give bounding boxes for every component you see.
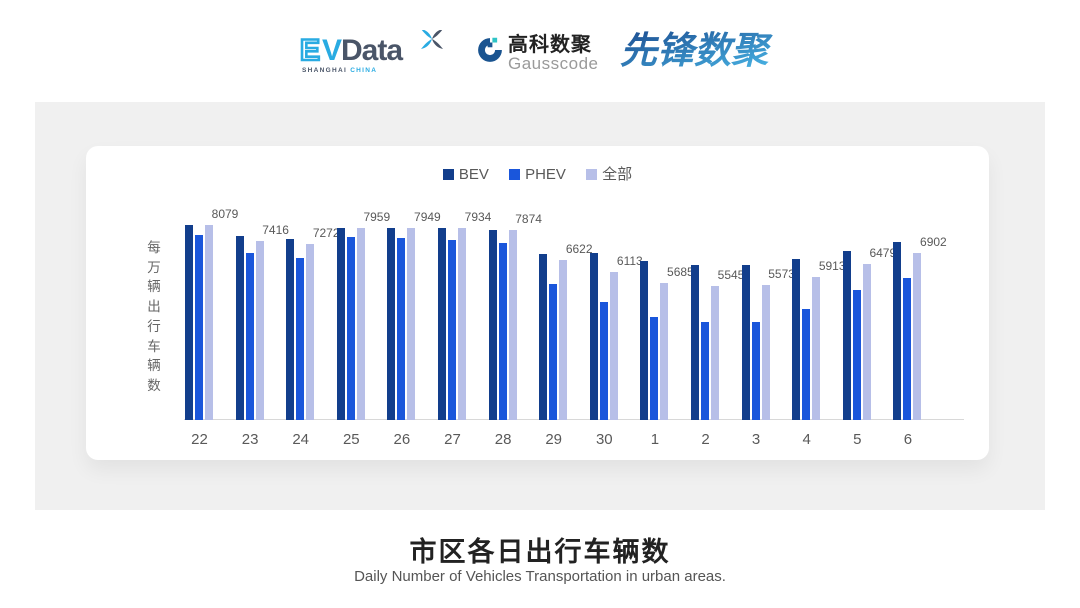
svg-text:SHANGHAI CHINA: SHANGHAI CHINA	[302, 67, 377, 74]
svg-text:先锋数聚: 先锋数聚	[620, 30, 773, 71]
svg-text:高科数聚: 高科数聚	[508, 32, 592, 56]
svg-text:Gausscode: Gausscode	[508, 54, 599, 73]
svg-text:Data: Data	[341, 34, 403, 67]
svg-text:E: E	[300, 34, 319, 67]
svg-text:V: V	[322, 34, 342, 67]
